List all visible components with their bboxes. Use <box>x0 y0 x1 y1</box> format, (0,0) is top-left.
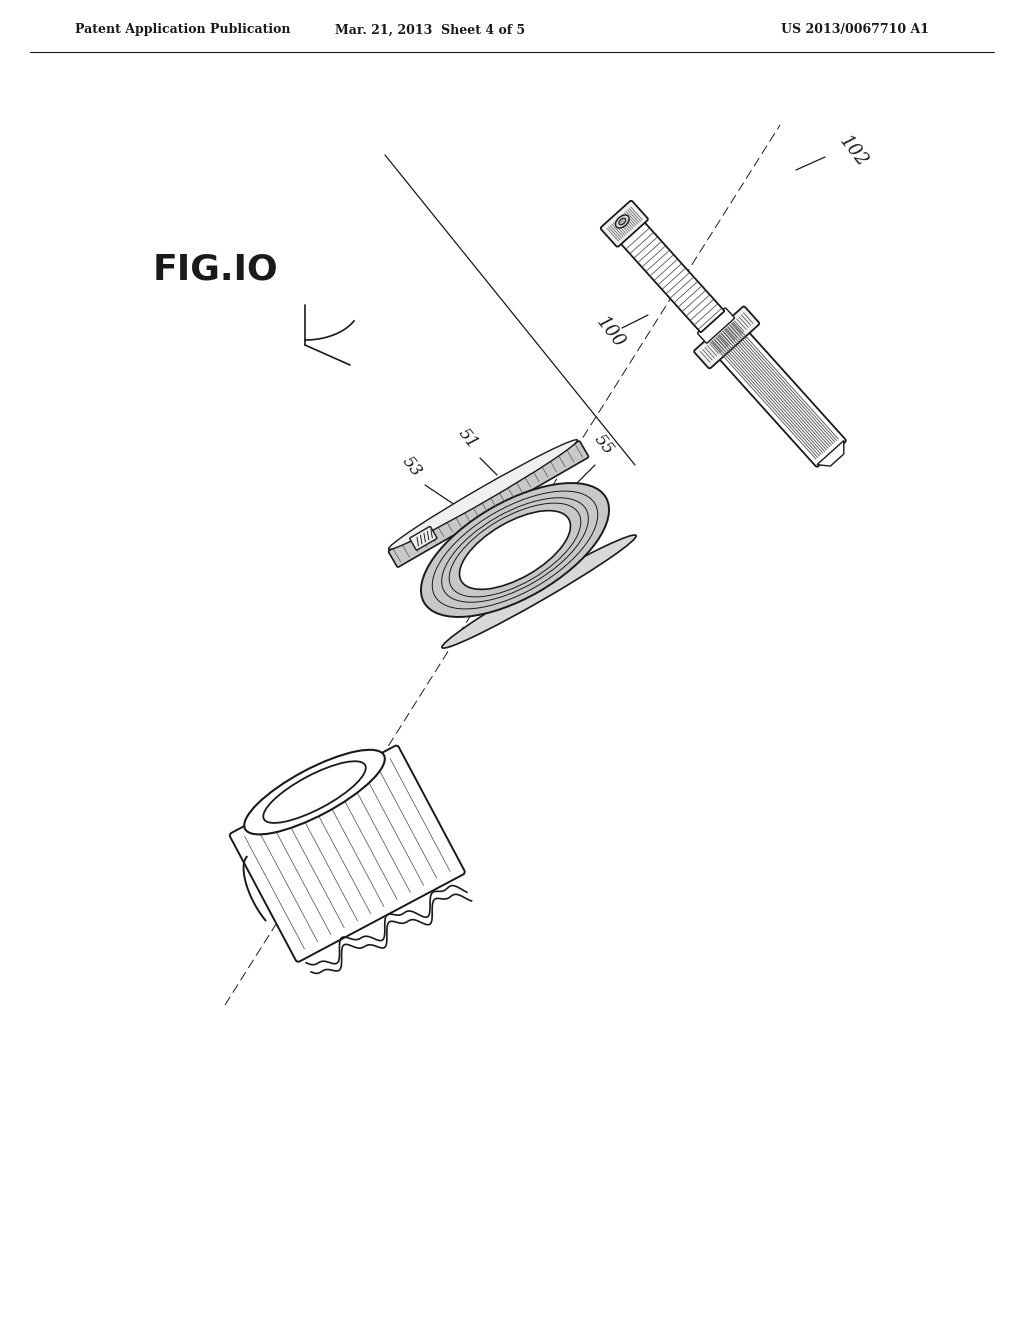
FancyBboxPatch shape <box>410 527 437 550</box>
Polygon shape <box>817 441 844 466</box>
Ellipse shape <box>388 440 578 549</box>
Text: Mar. 21, 2013  Sheet 4 of 5: Mar. 21, 2013 Sheet 4 of 5 <box>335 24 525 37</box>
Text: 55: 55 <box>590 430 616 458</box>
Ellipse shape <box>421 483 609 616</box>
Ellipse shape <box>615 215 629 228</box>
Ellipse shape <box>460 511 570 589</box>
FancyBboxPatch shape <box>705 315 846 467</box>
FancyBboxPatch shape <box>694 306 759 368</box>
Ellipse shape <box>442 535 636 648</box>
Text: FIG.IO: FIG.IO <box>153 253 278 286</box>
Text: 100: 100 <box>592 314 628 352</box>
Ellipse shape <box>263 762 366 822</box>
Text: 102: 102 <box>836 133 871 172</box>
FancyBboxPatch shape <box>388 441 589 568</box>
FancyBboxPatch shape <box>601 201 648 247</box>
FancyBboxPatch shape <box>697 308 734 343</box>
Text: 53: 53 <box>398 453 425 480</box>
Text: 51: 51 <box>455 425 481 451</box>
FancyBboxPatch shape <box>229 746 465 962</box>
FancyBboxPatch shape <box>620 220 724 333</box>
Ellipse shape <box>618 218 626 224</box>
Text: Patent Application Publication: Patent Application Publication <box>75 24 291 37</box>
Text: US 2013/0067710 A1: US 2013/0067710 A1 <box>781 24 929 37</box>
Ellipse shape <box>245 750 385 834</box>
